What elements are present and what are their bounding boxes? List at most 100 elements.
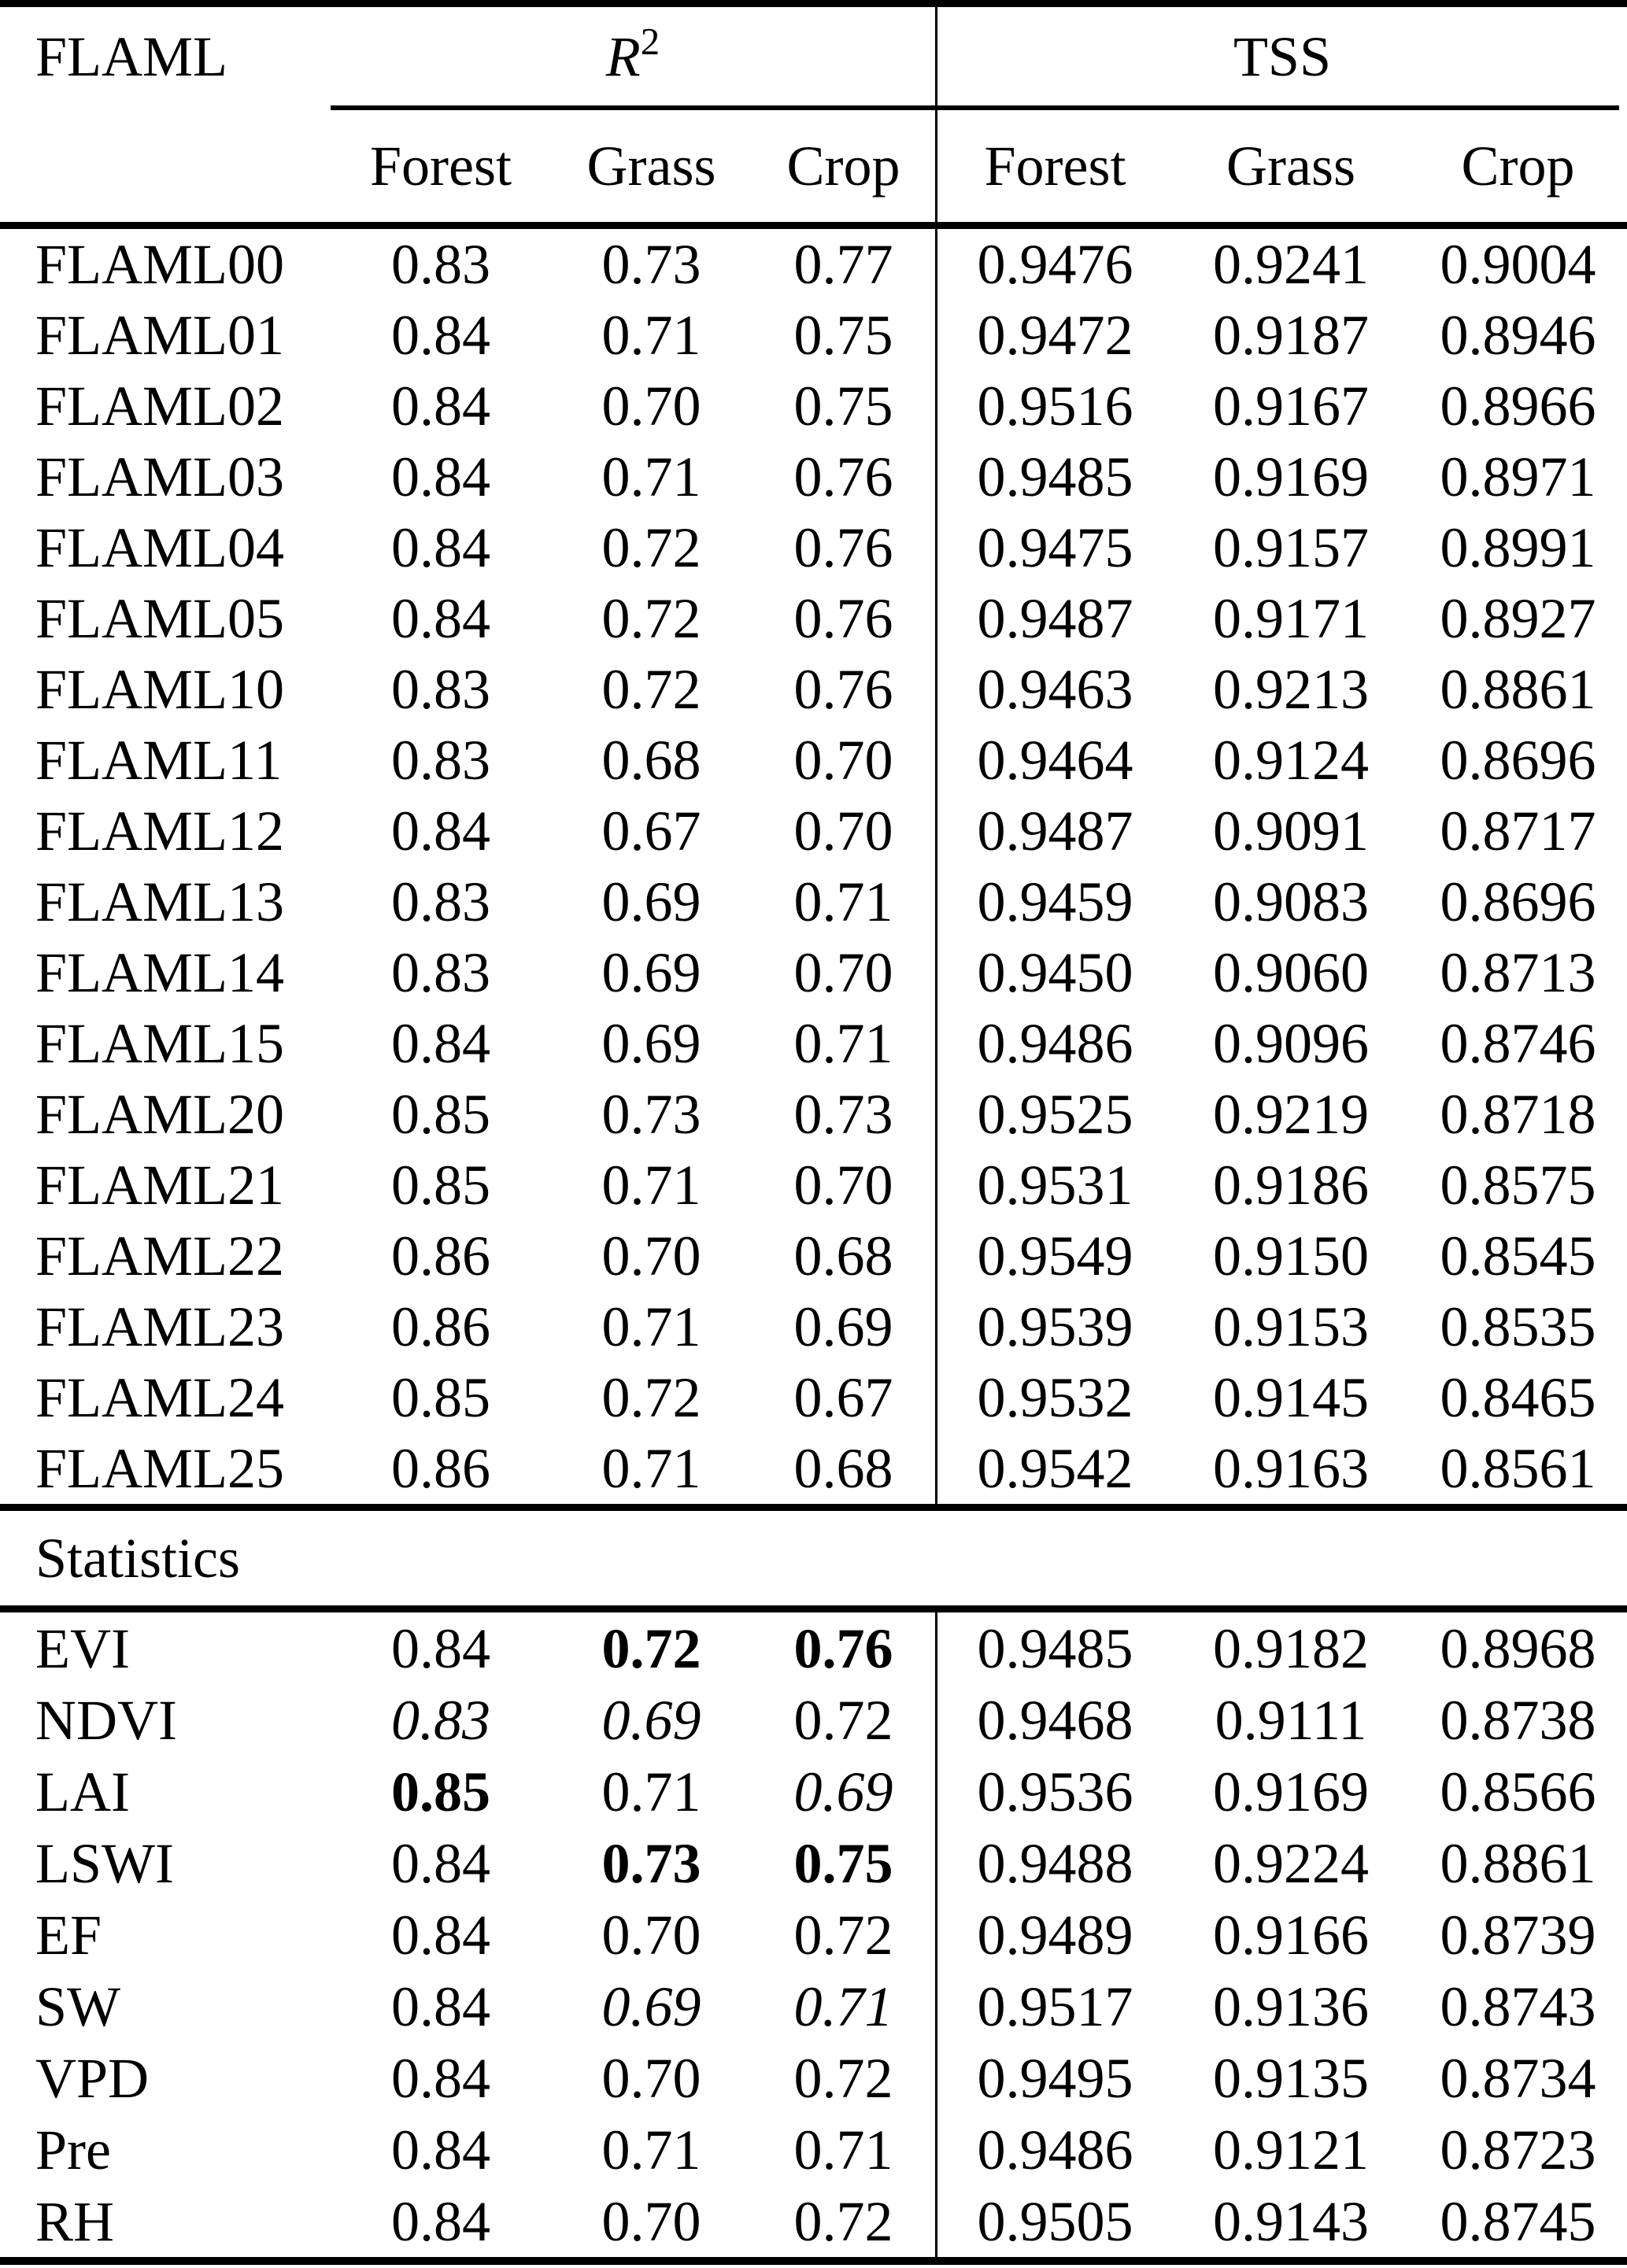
header-bottom-rule	[0, 222, 1627, 229]
value-cell-r2-grass: 0.71	[601, 445, 701, 508]
value-cell-tss-crop: 0.8566	[1440, 1760, 1596, 1823]
statistics-bottom-rule	[0, 1605, 1627, 1612]
table-row: FLAML00 0.83 0.73 0.77 0.9476 0.9241 0.9…	[0, 229, 1627, 300]
table-row: FLAML24 0.85 0.72 0.67 0.9532 0.9145 0.8…	[0, 1362, 1627, 1433]
value-cell-r2-crop: 0.75	[793, 1831, 893, 1895]
row-label: SW	[35, 1974, 120, 2038]
value-cell-r2-crop: 0.71	[793, 1012, 893, 1075]
value-cell-tss-crop: 0.8545	[1440, 1224, 1596, 1287]
header-midrule-row	[0, 105, 1627, 110]
value-cell-tss-crop: 0.8561	[1440, 1437, 1596, 1500]
row-label: FLAML10	[35, 658, 285, 721]
value-cell-tss-forest: 0.9475	[935, 512, 1173, 583]
value-cell-r2-grass: 0.69	[601, 1688, 701, 1752]
value-cell-tss-forest: 0.9476	[935, 229, 1173, 300]
value-cell-tss-forest: 0.9505	[935, 2185, 1173, 2257]
value-cell-r2-crop: 0.75	[793, 375, 893, 438]
value-cell-r2-grass: 0.69	[601, 1012, 701, 1075]
value-cell-tss-grass: 0.9153	[1213, 1295, 1369, 1358]
table-row: SW 0.84 0.69 0.71 0.9517 0.9136 0.8743	[0, 1971, 1627, 2042]
row-label: FLAML00	[35, 233, 285, 296]
row-label: FLAML22	[35, 1224, 285, 1287]
value-cell-r2-forest: 0.84	[391, 445, 490, 508]
bottom-rule	[0, 2257, 1627, 2265]
table-row: FLAML05 0.84 0.72 0.76 0.9487 0.9171 0.8…	[0, 583, 1627, 654]
subheader-empty-cell	[0, 110, 331, 222]
value-cell-r2-grass: 0.70	[601, 2046, 701, 2110]
value-cell-tss-forest: 0.9472	[935, 300, 1173, 371]
row-label: FLAML05	[35, 587, 285, 650]
tss-group-header: TSS	[935, 7, 1627, 105]
value-cell-tss-grass: 0.9166	[1213, 1903, 1369, 1967]
row-label: FLAML20	[35, 1083, 285, 1146]
value-cell-tss-forest: 0.9549	[935, 1221, 1173, 1291]
row-label: FLAML14	[35, 941, 285, 1004]
value-cell-r2-crop: 0.71	[793, 2118, 893, 2181]
table-row: FLAML21 0.85 0.71 0.70 0.9531 0.9186 0.8…	[0, 1150, 1627, 1221]
value-cell-r2-crop: 0.70	[793, 800, 893, 863]
row-label: Pre	[35, 2118, 111, 2181]
value-cell-tss-crop: 0.8734	[1440, 2046, 1596, 2110]
value-cell-r2-forest: 0.85	[391, 1083, 490, 1146]
value-cell-tss-forest: 0.9525	[935, 1079, 1173, 1150]
value-cell-r2-crop: 0.70	[793, 1154, 893, 1217]
value-cell-r2-forest: 0.84	[391, 516, 490, 579]
table-row: EVI 0.84 0.72 0.76 0.9485 0.9182 0.8968	[0, 1612, 1627, 1684]
statistics-band: Statistics	[0, 1511, 1627, 1605]
value-cell-tss-forest: 0.9489	[935, 1899, 1173, 1971]
value-cell-r2-forest: 0.84	[391, 2189, 490, 2253]
value-cell-tss-forest: 0.9539	[935, 1291, 1173, 1362]
value-cell-r2-grass: 0.69	[601, 941, 701, 1004]
value-cell-r2-grass: 0.70	[601, 1903, 701, 1967]
row-label: EVI	[35, 1616, 130, 1680]
table-row: EF 0.84 0.70 0.72 0.9489 0.9166 0.8739	[0, 1899, 1627, 1971]
value-cell-r2-forest: 0.85	[391, 1760, 490, 1823]
table-row: FLAML02 0.84 0.70 0.75 0.9516 0.9167 0.8…	[0, 371, 1627, 441]
value-cell-tss-forest: 0.9542	[935, 1433, 1173, 1504]
value-cell-r2-grass: 0.71	[601, 2118, 701, 2181]
value-cell-r2-grass: 0.71	[601, 1295, 701, 1358]
value-cell-r2-forest: 0.84	[391, 1903, 490, 1967]
value-cell-r2-crop: 0.73	[793, 1083, 893, 1146]
table-row: FLAML15 0.84 0.69 0.71 0.9486 0.9096 0.8…	[0, 1008, 1627, 1079]
value-cell-r2-forest: 0.83	[391, 658, 490, 721]
value-cell-tss-grass: 0.9169	[1213, 445, 1369, 508]
r2-label: R2	[605, 19, 660, 88]
row-label: FLAML21	[35, 1154, 285, 1217]
value-cell-tss-crop: 0.8991	[1440, 516, 1596, 579]
value-cell-tss-crop: 0.8738	[1440, 1688, 1596, 1752]
table-row: NDVI 0.83 0.69 0.72 0.9468 0.9111 0.8738	[0, 1684, 1627, 1756]
value-cell-r2-crop: 0.76	[793, 587, 893, 650]
value-cell-tss-crop: 0.8743	[1440, 1974, 1596, 2038]
row-label: FLAML13	[35, 870, 285, 933]
value-cell-r2-grass: 0.71	[601, 304, 701, 367]
value-cell-tss-grass: 0.9241	[1213, 233, 1369, 296]
value-cell-tss-forest: 0.9450	[935, 937, 1173, 1008]
value-cell-r2-crop: 0.69	[793, 1295, 893, 1358]
value-cell-r2-grass: 0.69	[601, 1974, 701, 2038]
value-cell-r2-crop: 0.72	[793, 2046, 893, 2110]
table-row: FLAML03 0.84 0.71 0.76 0.9485 0.9169 0.8…	[0, 441, 1627, 512]
value-cell-r2-forest: 0.84	[391, 1616, 490, 1680]
value-cell-tss-grass: 0.9182	[1213, 1616, 1369, 1680]
table-row: FLAML11 0.83 0.68 0.70 0.9464 0.9124 0.8…	[0, 725, 1627, 796]
value-cell-r2-forest: 0.86	[391, 1224, 490, 1287]
subheader-r2-crop: Crop	[786, 135, 900, 198]
value-cell-tss-crop: 0.8927	[1440, 587, 1596, 650]
value-cell-r2-grass: 0.70	[601, 1224, 701, 1287]
model-rows-section: FLAML00 0.83 0.73 0.77 0.9476 0.9241 0.9…	[0, 229, 1627, 1504]
value-cell-r2-forest: 0.84	[391, 2046, 490, 2110]
value-cell-r2-grass: 0.71	[601, 1760, 701, 1823]
value-cell-tss-grass: 0.9169	[1213, 1760, 1369, 1823]
value-cell-tss-crop: 0.8861	[1440, 1831, 1596, 1895]
value-cell-tss-grass: 0.9187	[1213, 304, 1369, 367]
value-cell-tss-grass: 0.9157	[1213, 516, 1369, 579]
value-cell-tss-grass: 0.9060	[1213, 941, 1369, 1004]
value-cell-r2-grass: 0.70	[601, 375, 701, 438]
value-cell-tss-forest: 0.9485	[935, 1612, 1173, 1684]
value-cell-r2-forest: 0.84	[391, 1012, 490, 1075]
value-cell-tss-forest: 0.9516	[935, 371, 1173, 441]
statistics-top-rule	[0, 1504, 1627, 1511]
row-label: FLAML02	[35, 375, 285, 438]
